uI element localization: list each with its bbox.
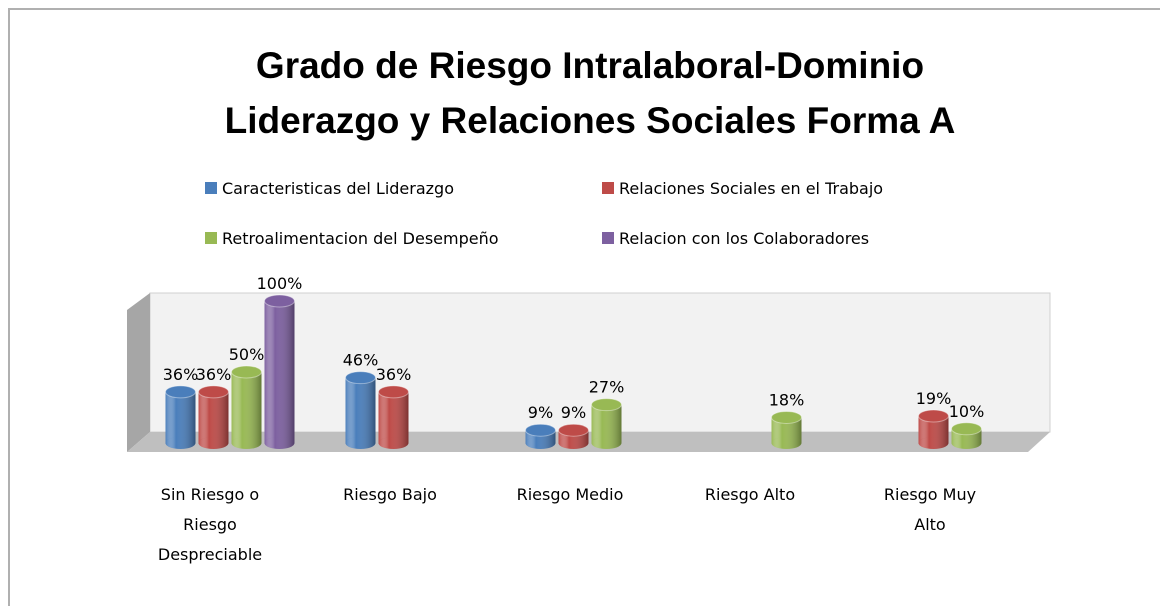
legend-swatch (602, 182, 614, 194)
data-label: 36% (196, 365, 232, 384)
legend-label: Caracteristicas del Liderazgo (222, 179, 454, 198)
data-label: 18% (769, 390, 805, 409)
legend-label: Retroalimentacion del Desempeño (222, 229, 499, 248)
x-tick-label: Riesgo Medio (516, 485, 624, 504)
bar-top (591, 398, 622, 412)
data-label: 19% (916, 389, 952, 408)
data-label: 36% (163, 365, 199, 384)
bar (198, 385, 229, 449)
bar-bottom-shade (771, 437, 802, 449)
chart-title: Grado de Riesgo Intralaboral-Dominio Lid… (224, 45, 956, 141)
bar-shade (231, 372, 262, 443)
bar-bottom-shade (558, 437, 589, 449)
legend-swatch (205, 182, 217, 194)
bar (378, 385, 409, 449)
bar-top (231, 365, 262, 379)
bar (231, 365, 262, 449)
data-label: 36% (376, 365, 412, 384)
x-tick-label: Riesgo Alto (704, 485, 796, 504)
chart-frame (8, 8, 1160, 606)
bar-shade (198, 391, 229, 443)
bar-bottom-shade (951, 437, 982, 449)
bar-top (264, 294, 295, 308)
bar-top (345, 371, 376, 385)
bar (558, 423, 589, 449)
data-label: 27% (589, 378, 625, 397)
data-label: 10% (949, 402, 985, 421)
bar-top (771, 410, 802, 424)
bar-top (525, 423, 556, 437)
bar (165, 385, 196, 449)
bar-top (378, 385, 409, 399)
bar (591, 398, 622, 449)
bar (951, 422, 982, 449)
bar-bottom-shade (231, 437, 262, 449)
side-wall (127, 293, 150, 452)
bar (525, 423, 556, 449)
data-label: 50% (229, 345, 265, 364)
bar-shade (591, 404, 622, 443)
bar (918, 409, 949, 449)
legend-swatch (602, 232, 614, 244)
bar-shade (378, 391, 409, 443)
bar-bottom-shade (165, 437, 196, 449)
data-label: 9% (528, 403, 553, 422)
bar-top (951, 422, 982, 436)
bar-bottom-shade (918, 437, 949, 449)
bar-top (165, 385, 196, 399)
bar-shade (345, 377, 376, 443)
x-tick-label: Riesgo Bajo (343, 485, 437, 504)
bar (264, 294, 295, 449)
data-label: 100% (257, 274, 303, 293)
bar-bottom-shade (345, 437, 376, 449)
legend-label: Relaciones Sociales en el Trabajo (619, 179, 883, 198)
bar (771, 410, 802, 449)
bar-bottom-shade (525, 437, 556, 449)
bar-top (918, 409, 949, 423)
bar (345, 371, 376, 449)
bar-shade (264, 301, 295, 443)
bar-bottom-shade (378, 437, 409, 449)
legend-swatch (205, 232, 217, 244)
bar-shade (165, 391, 196, 443)
bar-bottom-shade (264, 437, 295, 449)
bar-top (198, 385, 229, 399)
x-tick-label: Sin Riesgo o Riesgo Despreciable (157, 485, 263, 564)
legend-label: Relacion con los Colaboradores (619, 229, 869, 248)
x-tick-label: Riesgo Muy Alto (883, 485, 977, 534)
bar-bottom-shade (198, 437, 229, 449)
bar-bottom-shade (591, 437, 622, 449)
data-label: 46% (343, 351, 379, 370)
data-label: 9% (561, 403, 586, 422)
bar-top (558, 423, 589, 437)
